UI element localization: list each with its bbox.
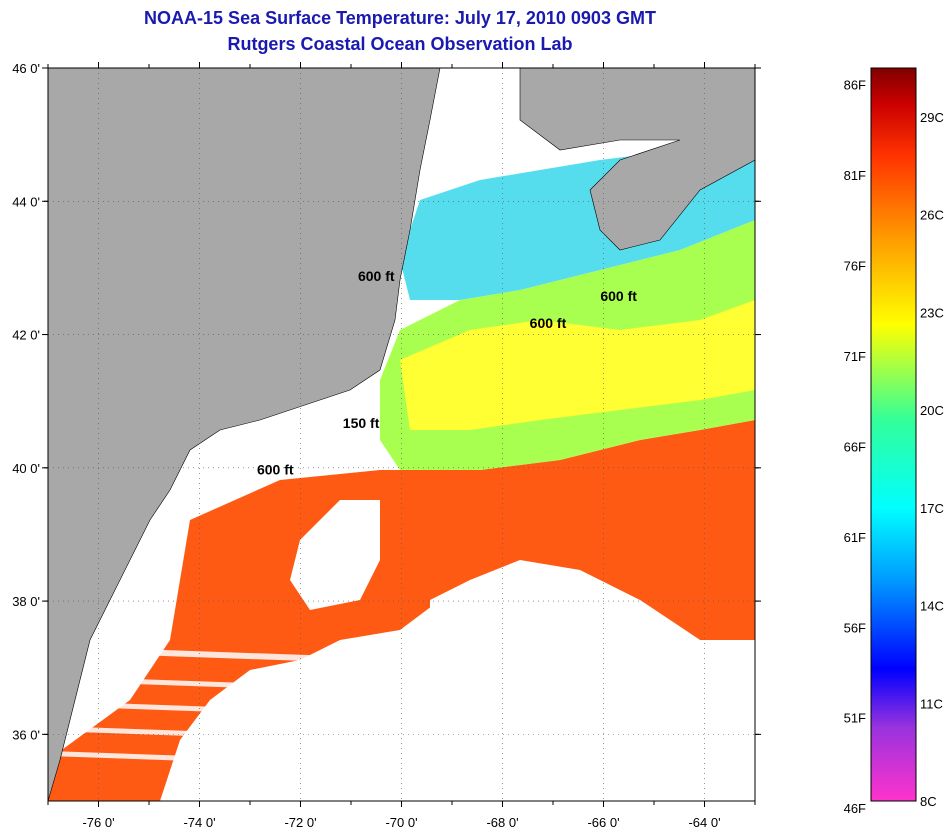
colorbar-f-label: 51F bbox=[844, 711, 866, 726]
land-nova-scotia bbox=[519, 68, 755, 251]
colorbar-f-label: 76F bbox=[844, 258, 866, 273]
contour-labels: 600 ft 600 ft 600 ft 150 ft 600 ft bbox=[257, 268, 637, 477]
colorbar-c-label: 23C bbox=[920, 305, 944, 320]
colorbar-c-label: 14C bbox=[920, 599, 944, 614]
lat-tick-label: 36 0' bbox=[12, 727, 40, 742]
colorbar-f-label: 56F bbox=[844, 620, 866, 635]
lon-tick-label: -72 0' bbox=[284, 815, 316, 830]
cloud-patch bbox=[290, 500, 380, 610]
colorbar-f-labels: 86F 81F 76F 71F 66F 61F 56F 51F 46F bbox=[844, 77, 866, 816]
colorbar-f-label: 66F bbox=[844, 439, 866, 454]
lon-tick-labels: -76 0' -74 0' -72 0' -70 0' -68 0' -66 0' -64 … bbox=[47, 62, 756, 830]
colorbar-f-label: 81F bbox=[844, 168, 866, 183]
lat-tick-label: 38 0' bbox=[12, 594, 40, 609]
contour-label: 150 ft bbox=[343, 415, 380, 431]
lon-tick-label: -64 0' bbox=[688, 815, 720, 830]
map-title: NOAA-15 Sea Surface Temperature: July 17… bbox=[144, 8, 656, 28]
grid-lines bbox=[48, 67, 755, 801]
colorbar-c-label: 8C bbox=[920, 794, 937, 809]
colorbar-c-label: 17C bbox=[920, 501, 944, 516]
contour-label: 600 ft bbox=[257, 461, 294, 477]
colorbar-f-label: 86F bbox=[844, 77, 866, 92]
lon-tick-label: -70 0' bbox=[385, 815, 417, 830]
lat-tick-labels: 46 0' 44 0' 42 0' 40 0' 38 0' 36 0' bbox=[12, 61, 761, 742]
map-subtitle: Rutgers Coastal Ocean Observation Lab bbox=[227, 34, 573, 54]
lat-tick-label: 40 0' bbox=[12, 461, 40, 476]
colorbar-c-labels: 29C 26C 23C 20C 17C 14C 11C 8C bbox=[920, 110, 944, 809]
lon-tick-label: -66 0' bbox=[587, 815, 619, 830]
lon-tick-label: -74 0' bbox=[183, 815, 215, 830]
colorbar-f-label: 61F bbox=[844, 530, 866, 545]
land-us-coast bbox=[48, 68, 441, 801]
lon-tick-label: -76 0' bbox=[82, 815, 114, 830]
lat-tick-label: 42 0' bbox=[12, 328, 40, 343]
colorbar-c-label: 20C bbox=[920, 403, 944, 418]
cloud-patch bbox=[430, 560, 755, 690]
colorbar-c-label: 26C bbox=[920, 208, 944, 223]
colorbar bbox=[870, 67, 917, 802]
contour-label: 600 ft bbox=[358, 268, 395, 284]
sst-yellow-band bbox=[400, 300, 755, 430]
contour-label: 600 ft bbox=[600, 288, 637, 304]
colorbar-c-label: 29C bbox=[920, 110, 944, 125]
colorbar-f-label: 46F bbox=[844, 801, 866, 816]
colorbar-c-label: 11C bbox=[920, 696, 943, 711]
lon-tick-label: -68 0' bbox=[486, 815, 518, 830]
lat-tick-label: 46 0' bbox=[12, 61, 40, 76]
lat-tick-label: 44 0' bbox=[12, 194, 40, 209]
contour-label: 600 ft bbox=[530, 315, 567, 331]
sst-warm-field bbox=[48, 420, 755, 801]
colorbar-f-label: 71F bbox=[844, 349, 866, 364]
